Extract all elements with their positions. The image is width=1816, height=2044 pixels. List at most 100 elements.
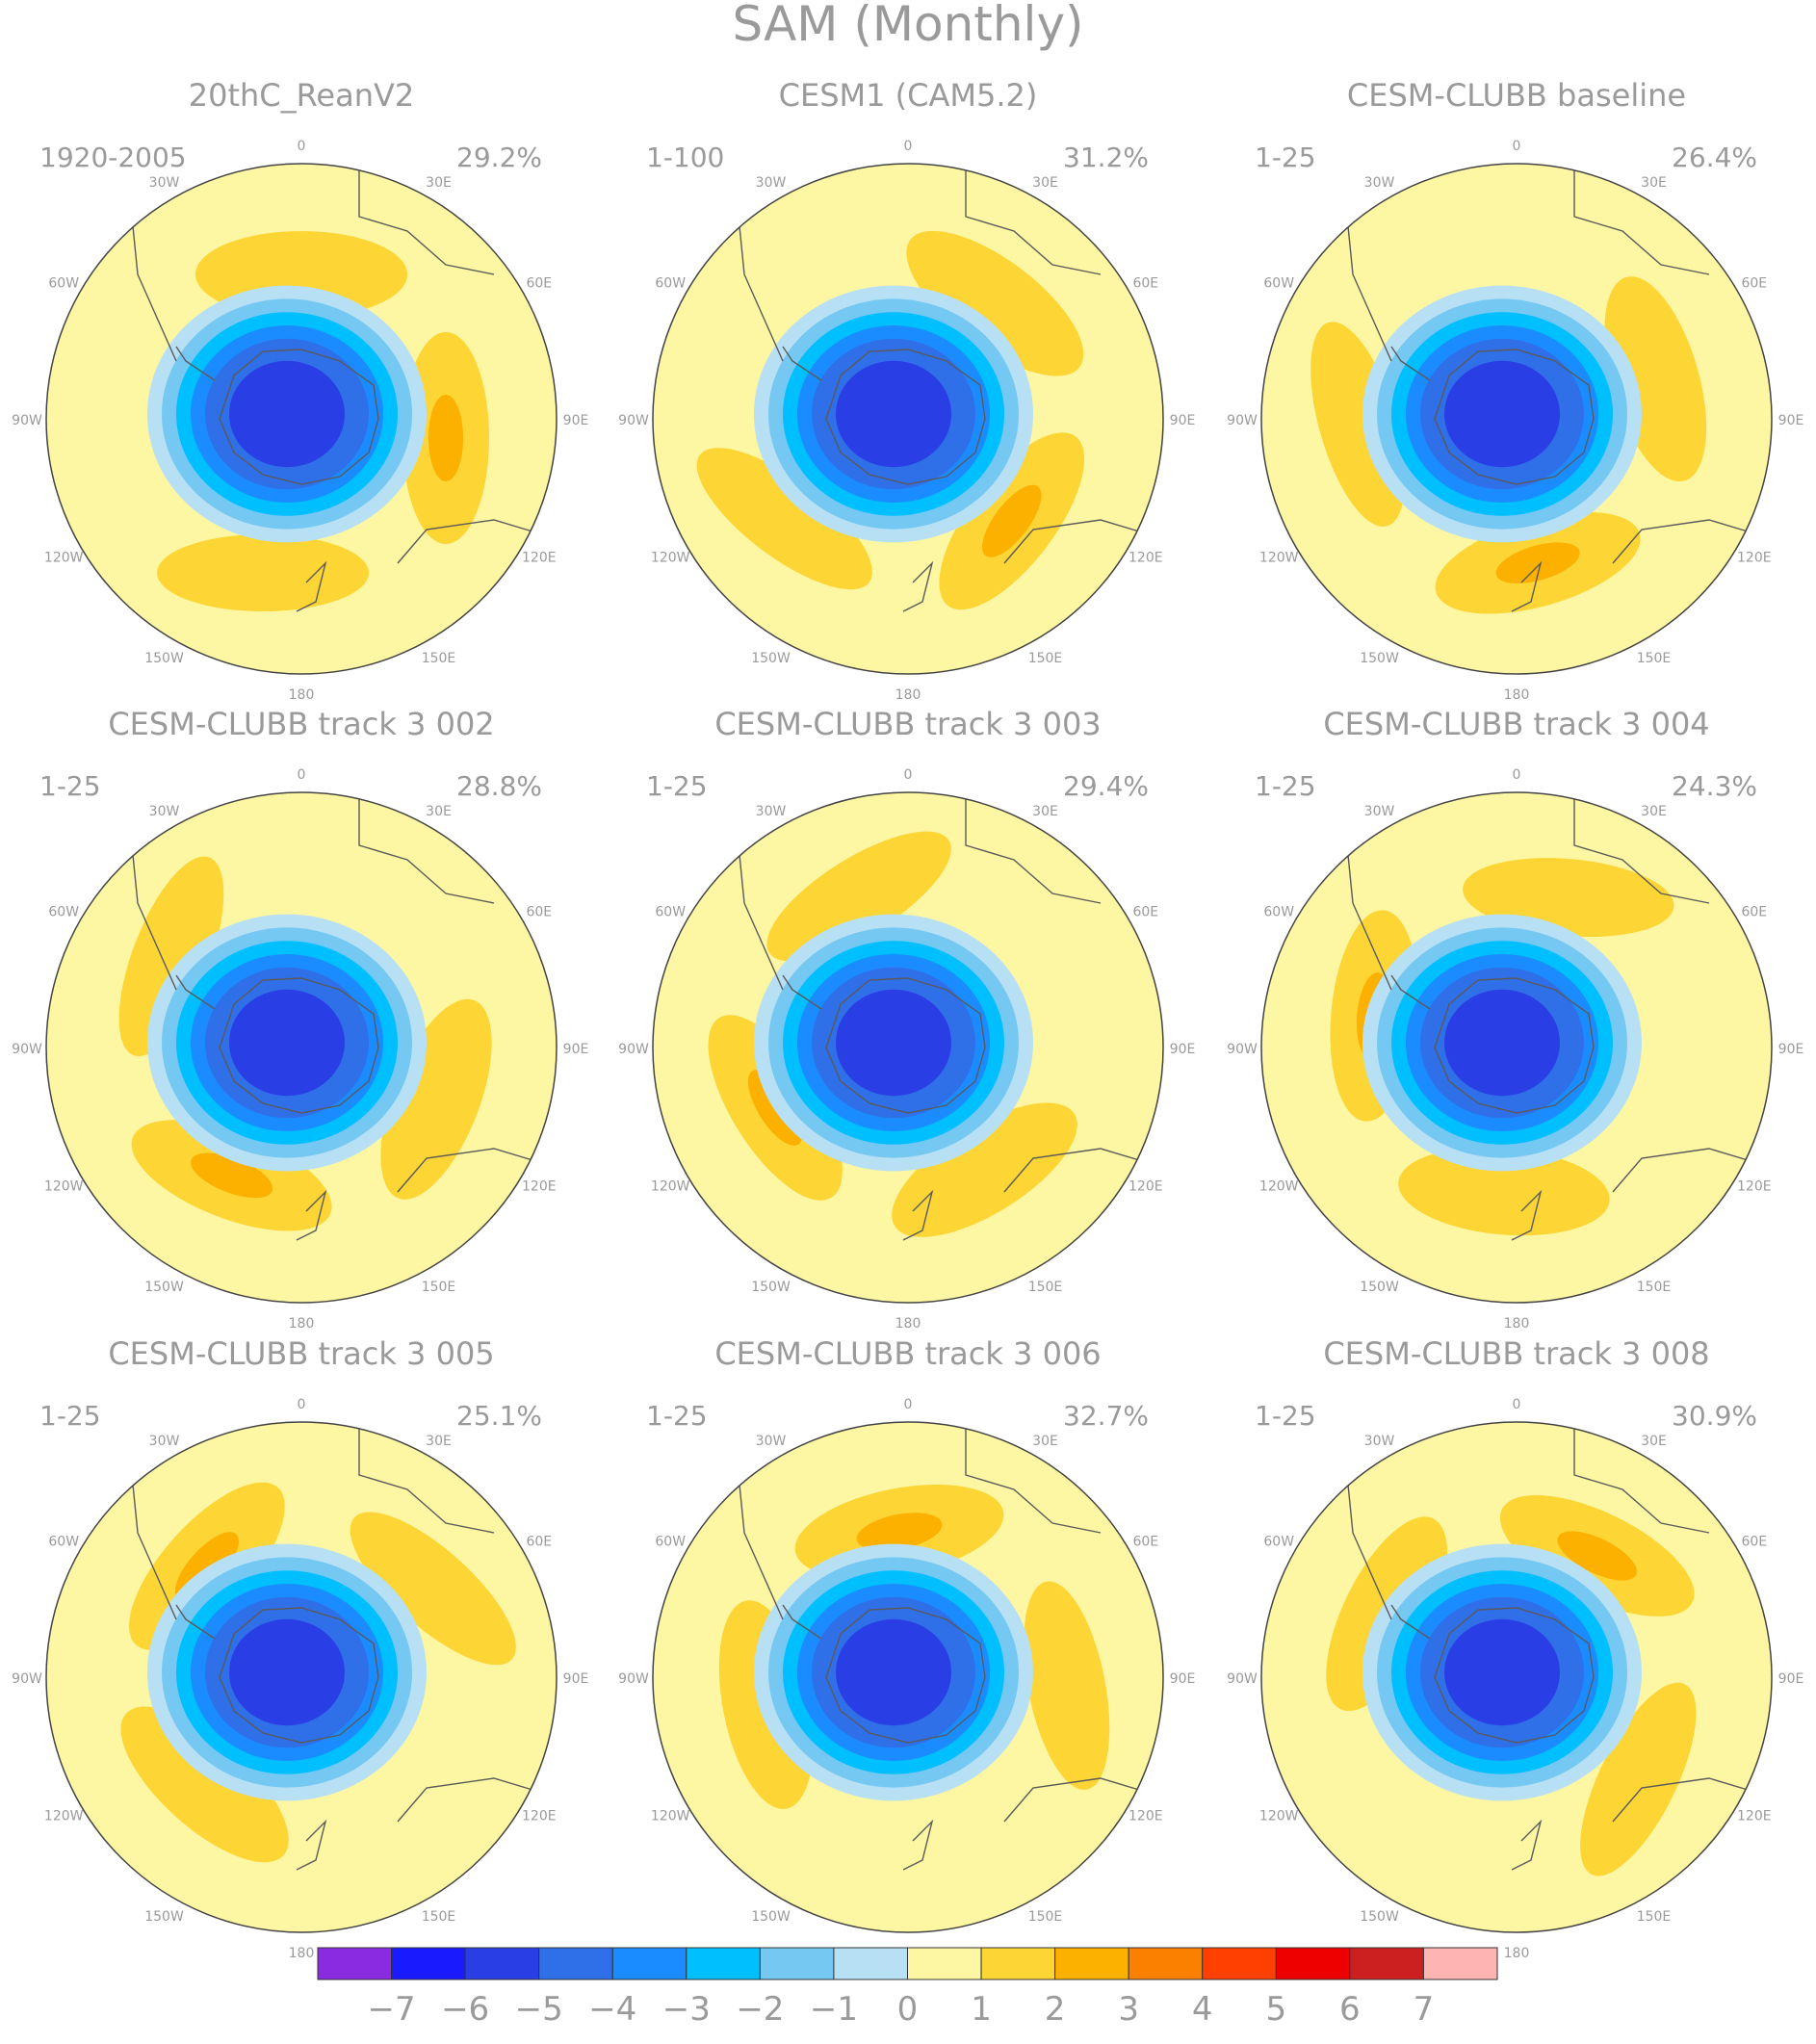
longitude-label: 150E <box>1028 1909 1063 1925</box>
colorbar-swatch <box>759 1947 835 1980</box>
positive-lobe <box>118 856 224 1057</box>
panel-title: CESM-CLUBB track 3 002 <box>108 706 494 742</box>
negative-contour <box>836 989 951 1097</box>
panel-variance: 24.3% <box>1672 770 1757 802</box>
longitude-label: 60W <box>655 905 686 920</box>
colorbar-swatch <box>1422 1947 1498 1980</box>
longitude-label: 0 <box>298 767 306 783</box>
colorbar-swatch <box>833 1947 908 1980</box>
negative-contour <box>1444 360 1560 468</box>
coastline <box>175 1604 216 1640</box>
longitude-label: 120W <box>44 1179 84 1195</box>
colorbar-swatch <box>686 1947 761 1980</box>
longitude-label: 60E <box>526 276 552 292</box>
polar-map: 0 30E 60E 90E 120E 150E 180 150W 120W 90W 60W 30W <box>618 767 1195 1332</box>
longitude-label: 150E <box>422 1280 456 1295</box>
positive-lobe <box>696 448 872 590</box>
negative-contour <box>1444 1618 1560 1726</box>
coastline <box>296 1189 327 1241</box>
panel-title: CESM-CLUBB track 3 006 <box>714 1335 1101 1372</box>
coastline <box>219 1607 379 1744</box>
colorbar-tick-label: 7 <box>1414 1990 1435 2029</box>
longitude-label: 150W <box>751 1280 791 1295</box>
colorbar-tick-label: −6 <box>441 1990 489 2029</box>
longitude-label: 0 <box>1513 139 1521 154</box>
colorbar-tick-label: −3 <box>662 1990 711 2029</box>
negative-contour <box>229 1618 345 1726</box>
colorbar-swatch <box>1349 1947 1424 1980</box>
longitude-label: 90E <box>1170 1042 1196 1057</box>
coastline <box>1511 560 1543 612</box>
coastline <box>1434 349 1595 485</box>
coastline <box>175 974 216 1010</box>
positive-core <box>1495 542 1580 583</box>
longitude-label: 120E <box>1737 1179 1772 1195</box>
longitude-label: 90E <box>1778 413 1804 428</box>
longitude-label: 60W <box>1263 905 1294 920</box>
colorbar: −7 −6 −5 −4 −3 −2 −1 0 1 2 3 4 5 6 7 <box>317 1947 1498 2029</box>
coastline <box>965 164 1102 275</box>
colorbar-tick-label: −4 <box>588 1990 636 2029</box>
colorbar-swatch <box>1202 1947 1277 1980</box>
longitude-label: 90W <box>1227 1671 1258 1687</box>
coastline <box>965 1422 1102 1534</box>
longitude-label: 180 <box>289 1946 315 1961</box>
map-border <box>652 791 1164 1304</box>
longitude-label: 120E <box>522 1179 557 1195</box>
coastline <box>825 1607 986 1744</box>
longitude-label: 120W <box>651 1179 690 1195</box>
positive-lobe <box>157 534 369 611</box>
coastline <box>825 977 986 1114</box>
colorbar-swatch <box>1275 1947 1351 1980</box>
colorbar-tick-label: 5 <box>1265 1990 1286 2029</box>
longitude-label: 150W <box>144 651 184 666</box>
longitude-label: 60W <box>655 276 686 292</box>
negative-contour <box>229 360 345 468</box>
colorbar-swatch <box>980 1947 1056 1980</box>
longitude-label: 30E <box>1032 804 1058 819</box>
panel-variance: 29.4% <box>1063 770 1149 802</box>
longitude-label: 150W <box>1360 1280 1399 1295</box>
longitude-label: 0 <box>1513 1397 1521 1412</box>
panel-years: 1-25 <box>1255 142 1316 173</box>
positive-lobe <box>892 1102 1077 1237</box>
coastline <box>1434 1607 1595 1744</box>
longitude-label: 150W <box>1360 651 1399 666</box>
coastline <box>1390 346 1431 381</box>
panel-years: 1-25 <box>1255 1400 1316 1432</box>
panel-title: CESM-CLUBB baseline <box>1347 77 1686 114</box>
panel-years: 1-25 <box>39 1400 101 1432</box>
coastline <box>1573 1422 1710 1534</box>
coastline <box>1573 164 1710 275</box>
positive-lobe <box>906 230 1084 376</box>
longitude-label: 30E <box>1641 1434 1667 1449</box>
coastline <box>219 977 379 1114</box>
colorbar-swatch <box>317 1947 393 1980</box>
figure-title: SAM (Monthly) <box>732 0 1083 52</box>
panel-variance: 26.4% <box>1672 142 1757 173</box>
longitude-label: 180 <box>289 687 315 703</box>
coastline <box>902 560 934 612</box>
negative-contour <box>229 989 345 1097</box>
longitude-label: 120E <box>1129 1809 1163 1824</box>
panel-variance: 31.2% <box>1063 142 1149 173</box>
panel-years: 1-25 <box>1255 770 1316 802</box>
colorbar-swatch <box>464 1947 540 1980</box>
longitude-label: 180 <box>1504 1316 1530 1332</box>
longitude-label: 150W <box>144 1909 184 1925</box>
colorbar-swatch <box>1054 1947 1129 1980</box>
colorbar-tick-label: 3 <box>1118 1990 1139 2029</box>
panel-years: 1-25 <box>39 770 101 802</box>
coastline <box>1511 1819 1543 1871</box>
colorbar-swatch <box>391 1947 466 1980</box>
coastline <box>1573 792 1710 904</box>
longitude-label: 0 <box>904 1397 913 1412</box>
longitude-label: 90W <box>618 413 649 428</box>
positive-core <box>856 1513 943 1551</box>
map-border <box>652 163 1164 675</box>
longitude-label: 150E <box>1028 1280 1063 1295</box>
